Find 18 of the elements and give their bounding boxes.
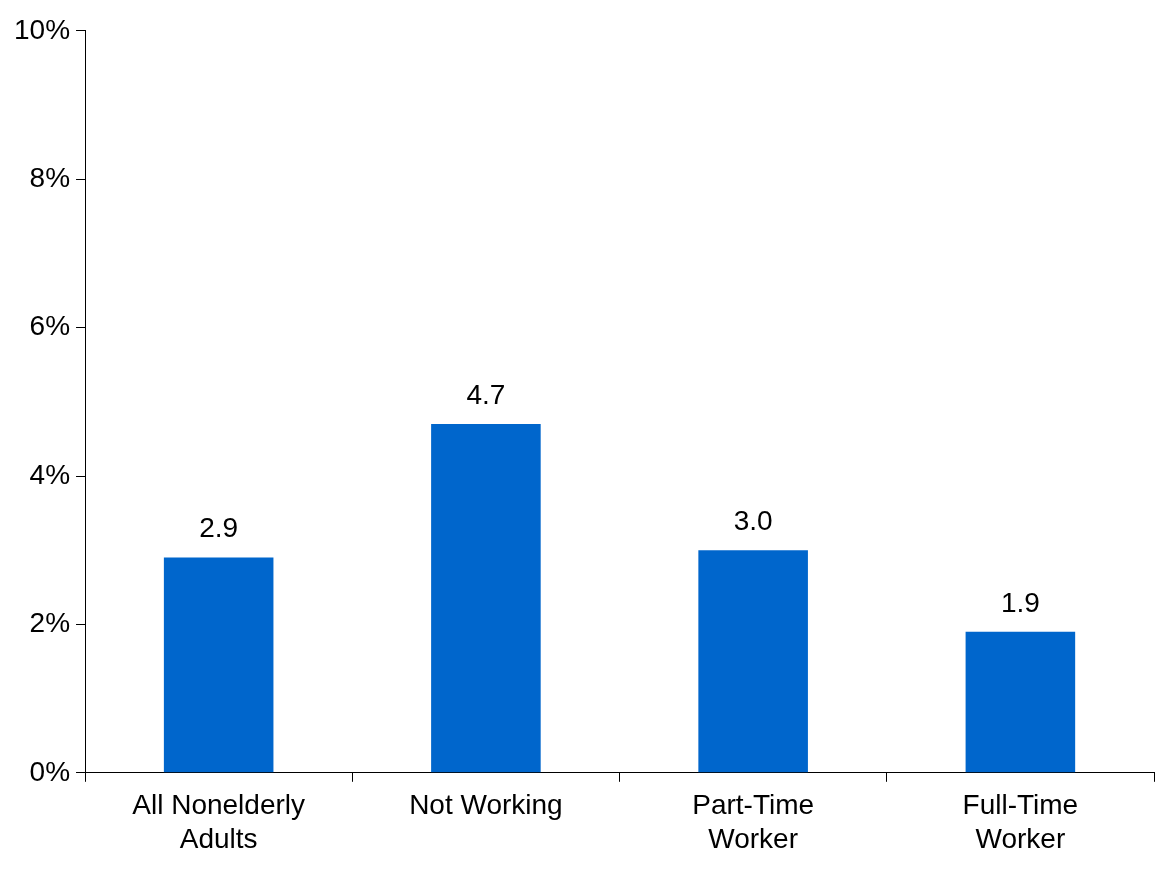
bar [965, 631, 1076, 773]
y-tick-label: 4% [29, 458, 71, 490]
y-tick-label: 0% [29, 755, 71, 787]
data-label: 3.0 [733, 504, 773, 536]
y-tick-label: 2% [29, 607, 71, 639]
y-tick-label: 10% [13, 13, 71, 45]
x-tick-label: Part-Time Worker [692, 789, 815, 854]
data-label: 4.7 [466, 378, 506, 410]
bar [431, 424, 541, 773]
bar [163, 557, 274, 773]
x-tick-label: Not Working [409, 789, 563, 821]
bar [698, 550, 808, 773]
data-label: 2.9 [199, 512, 239, 544]
x-tick-label: Full-Time Worker [962, 789, 1079, 854]
y-tick-label: 6% [29, 310, 71, 342]
data-label: 1.9 [1000, 586, 1040, 618]
y-tick-label: 8% [29, 161, 71, 193]
x-tick-label: All Nonelderly Adults [132, 789, 306, 854]
